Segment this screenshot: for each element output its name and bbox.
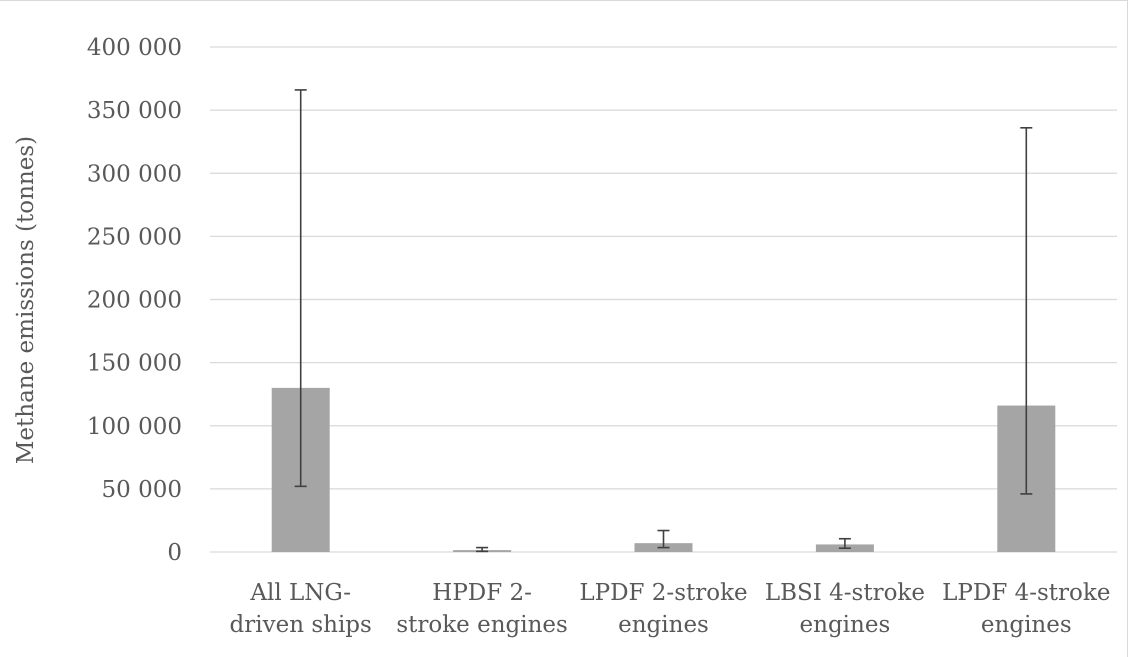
y-tick-label-3: 150 000 <box>87 351 182 377</box>
x-category-label-1-line-0: HPDF 2- <box>432 580 532 606</box>
y-tick-label-2: 100 000 <box>87 414 182 440</box>
x-category-label-1: HPDF 2- stroke engines <box>396 580 567 638</box>
y-axis-ticks: 0 50 000 100 000 150 000 200 000 250 000 300 0… <box>87 35 182 566</box>
y-tick-label-4: 200 000 <box>87 288 182 314</box>
error-bars <box>294 89 1033 553</box>
x-category-label-4-line-0: LPDF 4-stroke <box>942 580 1110 606</box>
y-tick-label-5: 250 000 <box>87 224 182 250</box>
x-category-label-0: All LNG-driven ships <box>230 580 372 638</box>
x-category-label-2-line-1: engines <box>618 612 709 638</box>
x-category-label-2-line-0: LPDF 2-stroke <box>579 580 747 606</box>
x-category-label-4-line-1: engines <box>981 612 1072 638</box>
error-bar-2 <box>657 529 670 549</box>
error-bar-1 <box>476 546 489 553</box>
y-axis-label: Methane emissions (tonnes) <box>13 136 39 464</box>
x-category-label-1-line-1: stroke engines <box>396 612 567 638</box>
y-tick-label-7: 350 000 <box>87 98 182 124</box>
x-category-label-4: LPDF 4-stroke engines <box>942 580 1110 638</box>
x-category-label-0-line-0: All LNG- <box>249 580 351 606</box>
bars <box>271 387 1056 552</box>
x-category-label-2: LPDF 2-stroke engines <box>579 580 747 638</box>
y-tick-label-8: 400 000 <box>87 35 182 61</box>
x-axis-categories: All LNG-driven ships HPDF 2- stroke engine… <box>230 580 1111 638</box>
y-tick-label-1: 50 000 <box>102 477 182 503</box>
x-category-label-0-line-1: driven ships <box>230 612 372 638</box>
error-bar-0 <box>294 89 307 488</box>
grid-lines <box>210 46 1117 553</box>
x-category-label-3-line-1: engines <box>800 612 891 638</box>
y-tick-label-0: 0 <box>167 540 182 566</box>
x-category-label-3-line-0: LBSI 4-stroke <box>765 580 925 606</box>
error-bar-3 <box>838 537 851 550</box>
error-bar-4 <box>1020 127 1033 495</box>
y-tick-label-6: 300 000 <box>87 161 182 187</box>
x-category-label-3: LBSI 4-stroke engines <box>765 580 925 638</box>
